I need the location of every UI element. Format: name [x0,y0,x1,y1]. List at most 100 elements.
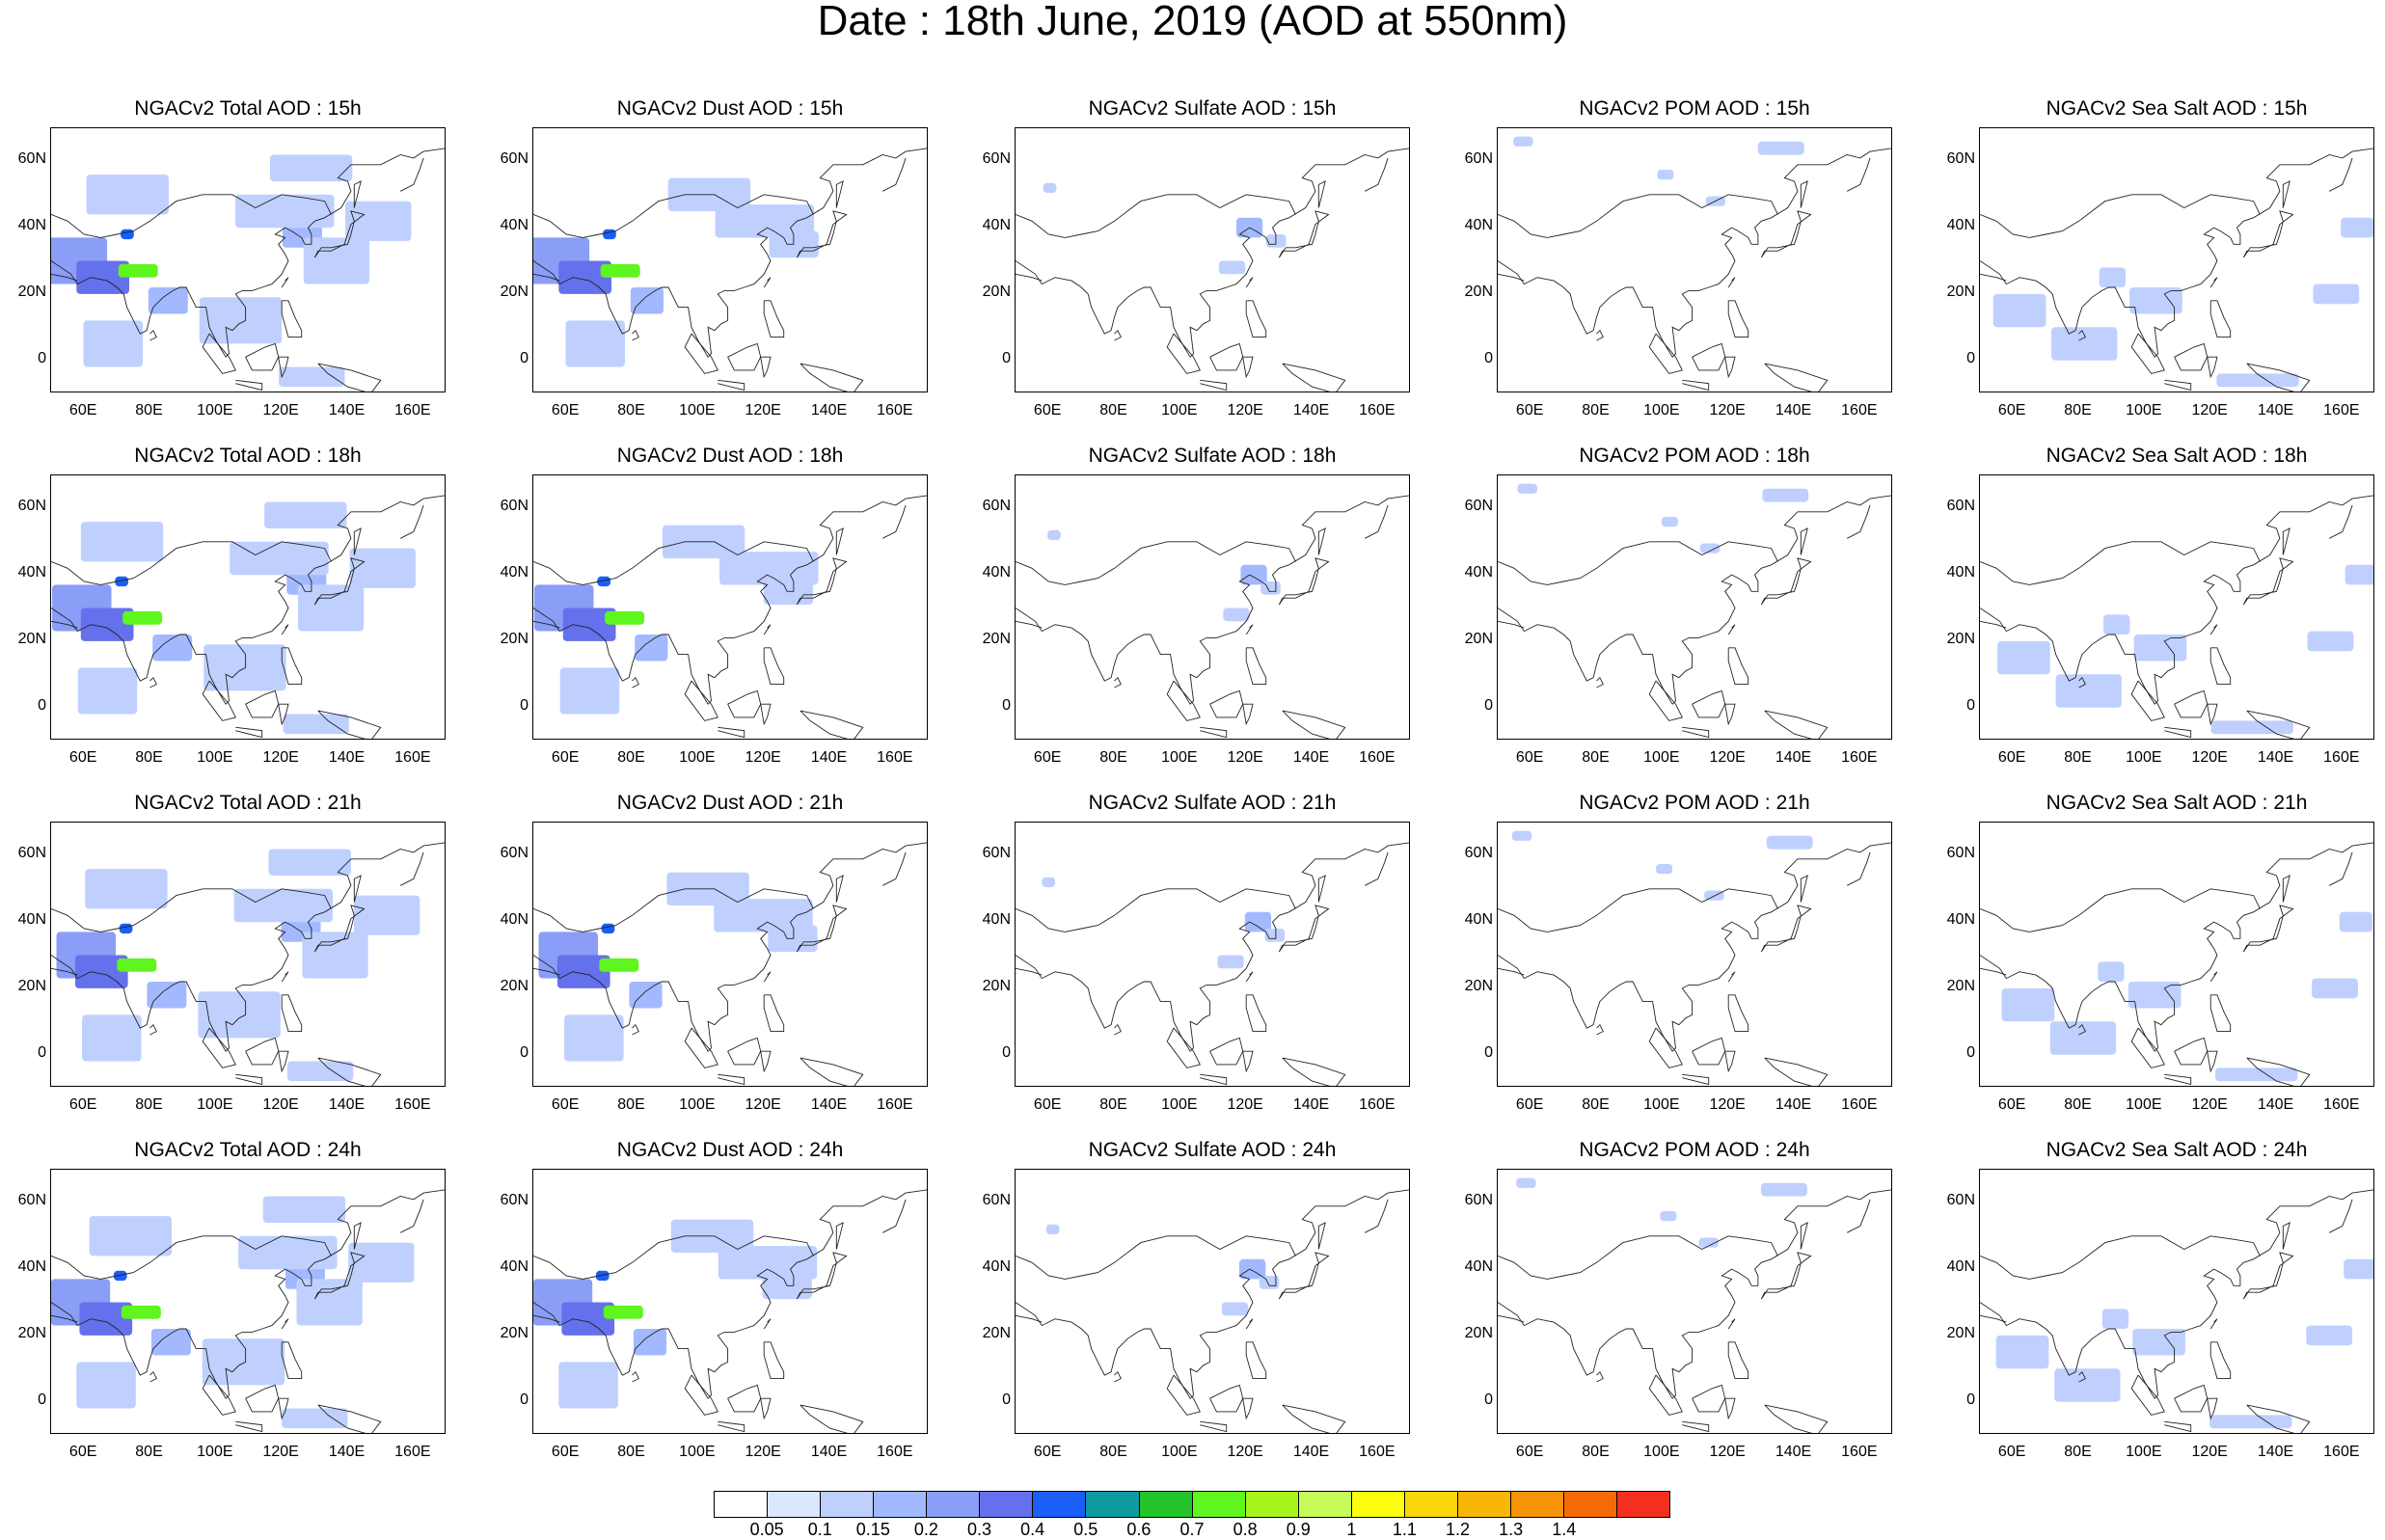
aod-patch [2307,631,2354,652]
colorbar-swatch [874,1492,928,1517]
coastline [278,356,289,379]
coastline [2207,1397,2218,1420]
aod-patch [148,287,188,314]
map-plot-area [50,822,446,1087]
coastline [2207,703,2218,726]
aod-patch [595,1270,610,1282]
lon-tick-label: 120E [1227,1444,1263,1460]
coastline [1016,842,1409,1052]
panel-title: NGACv2 Sulfate AOD : 18h [1088,445,1337,467]
map-panel: NGACv2 POM AOD : 21h 60N 40N 20N 0 60E 80E 100E… [1447,778,1910,1130]
lon-tick-label: 100E [1161,749,1198,766]
coastline [1727,300,1749,338]
coastline [2209,647,2232,686]
coastline [317,710,382,739]
map-panel: NGACv2 Sulfate AOD : 24h 60N 40N 20N 0 60E 80E… [964,1125,1427,1477]
map-panel: NGACv2 Total AOD : 15h 60N 40N 20N 0 60E 80E 10… [0,84,463,436]
map-plot-area [1497,474,1892,740]
lon-tick-label: 80E [617,1444,645,1460]
lat-tick-label: 20N [17,1324,46,1341]
colorbar-swatch [980,1492,1034,1517]
lon-tick-label: 140E [2257,1096,2294,1113]
lon-tick-label: 60E [1515,749,1544,766]
coastline [281,277,289,288]
coastline [796,1252,848,1300]
lon-tick-label: 80E [1099,402,1127,419]
coastline [353,1222,362,1250]
lon-tick-label: 80E [1099,749,1127,766]
lat-tick-label: 0 [1002,696,1011,714]
coastline [2328,851,2353,886]
figure-title: Date : 18th June, 2019 (AOD at 550nm) [817,0,1568,44]
lon-tick-label: 80E [2064,402,2092,419]
coastline [1317,527,1326,555]
coastline [51,1235,332,1280]
aod-patch [115,576,128,587]
aod-map [1980,1189,2373,1433]
aod-map [533,495,927,739]
panel-title: NGACv2 POM AOD : 18h [1579,445,1810,467]
coastline [1498,967,1525,976]
coastline [1648,680,1683,721]
coastline [1317,180,1326,208]
aod-patch [562,608,616,641]
aod-patch [354,895,420,935]
colorbar-label: 0.2 [913,1520,938,1539]
coastline [1980,1314,2007,1323]
aod-patch [1699,543,1721,554]
coastline [881,1199,907,1233]
lat-tick-label: 40N [1464,1258,1493,1276]
lon-tick-label: 120E [2191,1096,2228,1113]
coastline [1727,1318,1736,1330]
panel-title: NGACv2 Dust AOD : 18h [616,445,844,467]
map-plot-area [1015,1169,1410,1434]
lat-tick-label: 40N [982,1258,1011,1276]
coastline [1114,329,1122,341]
lon-tick-label: 140E [810,1444,848,1460]
aod-patch [629,982,663,1009]
aod-patch [1045,1224,1060,1234]
coastline [51,967,78,976]
coastline [1980,273,2007,282]
coastline [51,620,78,629]
panel-title: NGACv2 Sulfate AOD : 15h [1088,97,1337,120]
coastline [533,1189,927,1399]
colorbar-label: 1.4 [1552,1520,1577,1539]
coastline [533,842,927,1052]
lon-tick-label: 80E [1582,1444,1610,1460]
coastline [727,1037,762,1066]
lon-tick-label: 100E [197,1444,233,1460]
coastline [1242,356,1254,379]
coastline [533,148,927,358]
coastline [1596,1370,1604,1383]
lat-tick-label: 0 [38,349,46,366]
aod-patch [601,923,615,934]
colorbar-swatch [715,1492,769,1517]
lon-tick-label: 60E [68,749,97,766]
lon-tick-label: 100E [2126,1444,2162,1460]
aod-patch [264,501,347,528]
aod-patch [121,229,134,240]
lon-tick-label: 120E [745,1096,781,1113]
aod-map [1498,830,1891,1086]
coastline [1166,1374,1201,1416]
coastline [1245,647,1267,686]
lon-tick-label: 160E [877,402,913,419]
aod-patch [287,1061,354,1082]
coastline [2130,1374,2165,1416]
colorbar-label: 0.9 [1286,1520,1311,1539]
lon-tick-label: 120E [262,402,299,419]
coastline [51,1314,78,1323]
coastline [399,157,424,192]
aod-patch [1997,640,2050,675]
coastline [245,1384,280,1413]
coastline [533,194,814,238]
lat-tick-label: 60N [17,150,46,168]
coastline [1498,842,1891,1052]
aod-patch [348,1242,415,1283]
lat-tick-label: 60N [500,1192,528,1209]
colorbar-swatch [1298,1492,1352,1517]
colorbar-label: 0.15 [855,1520,890,1539]
aod-patch [1516,1177,1536,1188]
map-plot-area [1979,127,2374,392]
